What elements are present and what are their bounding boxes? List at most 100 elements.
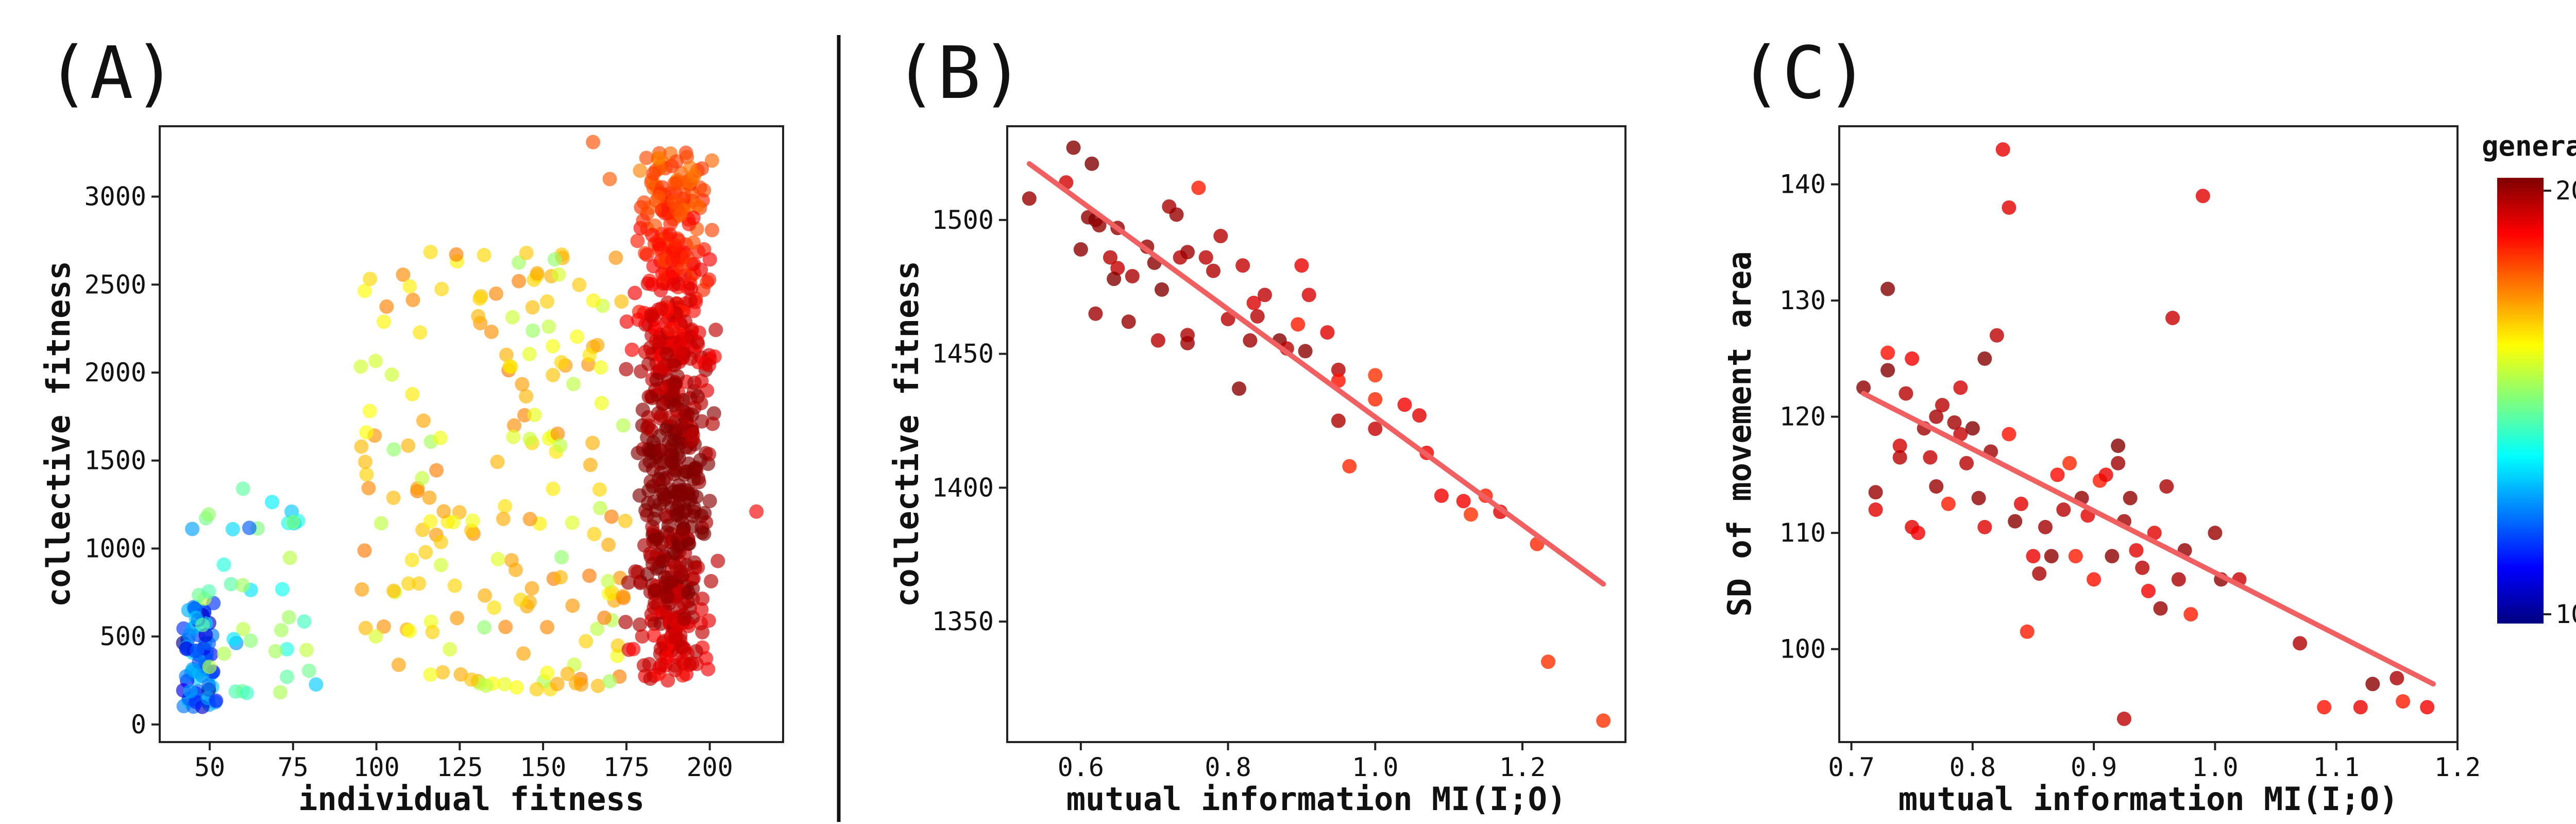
scatter-point (1977, 351, 1992, 366)
scatter-point (565, 598, 580, 613)
scatter-point (604, 509, 619, 524)
scatter-point (2116, 711, 2131, 726)
scatter-point (1880, 363, 1895, 378)
scatter-point (1250, 309, 1265, 324)
scatter-point (639, 150, 654, 165)
scatter-point (638, 458, 653, 473)
scatter-point (496, 511, 511, 526)
scatter-point (676, 596, 691, 611)
scatter-point (2111, 456, 2126, 470)
y-tick-label: 0 (131, 710, 146, 739)
scatter-point (384, 367, 399, 382)
scatter-point (506, 429, 521, 444)
scatter-point (527, 408, 542, 423)
scatter-point (546, 339, 561, 354)
scatter-point (648, 532, 663, 547)
scatter-point (579, 634, 594, 649)
scatter-point (1412, 408, 1427, 423)
scatter-point (540, 294, 555, 309)
scatter-point (471, 309, 486, 324)
scatter-point (422, 490, 437, 505)
scatter-point (1092, 218, 1107, 233)
scatter-point (186, 663, 201, 678)
scatter-point (368, 354, 383, 368)
scatter-point (301, 663, 316, 678)
scatter-point (478, 588, 493, 603)
scatter-point (1368, 392, 1383, 407)
scatter-point (2317, 700, 2332, 715)
scatter-point (1191, 180, 1206, 195)
scatter-point (633, 163, 648, 178)
scatter-point (683, 351, 698, 366)
scatter-point (587, 527, 602, 542)
scatter-point (1073, 242, 1088, 257)
scatter-point (2396, 694, 2411, 709)
scatter-point (628, 564, 643, 579)
scatter-point (636, 658, 651, 673)
colorbar: generation 2000 10 (2482, 130, 2576, 629)
scatter-point (423, 667, 438, 682)
scatter-point (672, 345, 687, 360)
scatter-point (202, 660, 217, 675)
scatter-point (694, 509, 709, 524)
scatter-point (674, 418, 689, 433)
x-tick-label: 1.0 (1352, 752, 1398, 782)
x-tick-label: 0.7 (1828, 752, 1874, 782)
scatter-point (572, 277, 587, 292)
scatter-point (297, 614, 312, 629)
y-tick-label: 120 (1780, 402, 1826, 432)
scatter-point (354, 439, 369, 454)
scatter-point (1022, 191, 1037, 206)
scatter-point (702, 358, 717, 373)
y-tick-label: 1500 (84, 446, 146, 476)
scatter-point (1910, 526, 1925, 541)
scatter-point (648, 595, 663, 610)
scatter-point (1868, 502, 1883, 517)
panel-a-points (176, 134, 764, 714)
scatter-point (396, 267, 411, 282)
scatter-point (678, 314, 693, 329)
scatter-point (686, 235, 701, 250)
scatter-point (560, 666, 575, 681)
scatter-point (374, 516, 388, 531)
scatter-point (695, 591, 710, 606)
scatter-point (566, 377, 581, 392)
scatter-point (243, 633, 258, 648)
scatter-point (1892, 450, 1907, 465)
scatter-point (513, 592, 528, 607)
panel-b-axes: 0.6 0.8 1.0 1.2 1350 1400 1450 1500 (932, 205, 1546, 782)
scatter-point (433, 430, 448, 445)
scatter-point (2032, 566, 2047, 581)
scatter-point (669, 154, 684, 169)
scatter-point (2293, 636, 2308, 651)
x-tick-label: 175 (603, 752, 650, 782)
scatter-point (216, 646, 231, 661)
panel-c-axes: 0.7 0.8 0.9 1.0 1.1 1.2 100 110 120 130 140 (1780, 170, 2481, 782)
scatter-point (546, 367, 561, 382)
scatter-point (359, 467, 374, 482)
scatter-point (586, 134, 601, 149)
scatter-point (190, 643, 205, 658)
scatter-point (634, 364, 649, 379)
scatter-point (505, 310, 520, 325)
scatter-point (597, 610, 612, 625)
scatter-point (2123, 491, 2138, 506)
scatter-point (693, 262, 708, 277)
scatter-point (1331, 413, 1346, 428)
scatter-point (2044, 549, 2059, 564)
scatter-point (363, 272, 378, 287)
scatter-point (226, 632, 241, 647)
scatter-point (702, 494, 717, 509)
scatter-point (705, 223, 720, 238)
scatter-point (676, 611, 691, 626)
scatter-point (1294, 258, 1309, 273)
y-tick-label: 1000 (84, 533, 146, 563)
scatter-point (651, 190, 666, 205)
scatter-point (611, 638, 625, 653)
scatter-point (540, 665, 555, 680)
scatter-point (209, 693, 224, 708)
scatter-point (477, 620, 492, 635)
scatter-point (1150, 333, 1165, 348)
scatter-point (551, 267, 566, 282)
scatter-point (641, 389, 656, 404)
